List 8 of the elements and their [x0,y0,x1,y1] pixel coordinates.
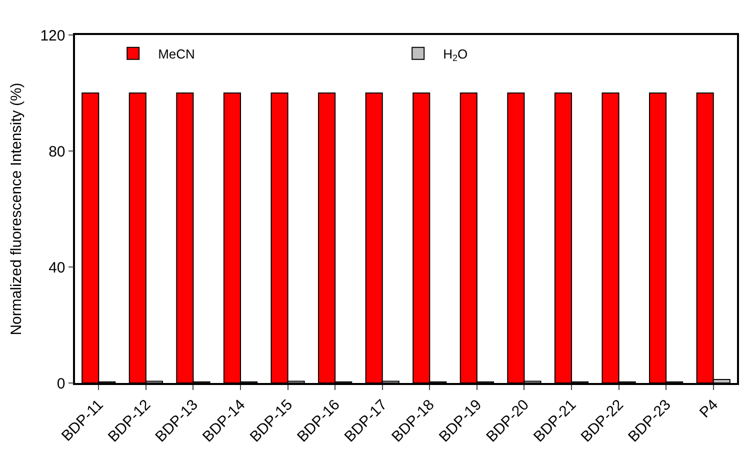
y-tick-label: 40 [48,259,66,276]
legend-label: MeCN [158,46,195,62]
y-tick-label: 120 [40,27,66,44]
x-tick-label: P4 [696,396,722,422]
y-tick-label: 80 [48,143,66,160]
y-tick-label: 0 [56,375,66,392]
legend-label: H$_{2}$O [443,46,468,64]
y-axis-title: Normalized fluorescence Intensity (%) [8,82,25,336]
